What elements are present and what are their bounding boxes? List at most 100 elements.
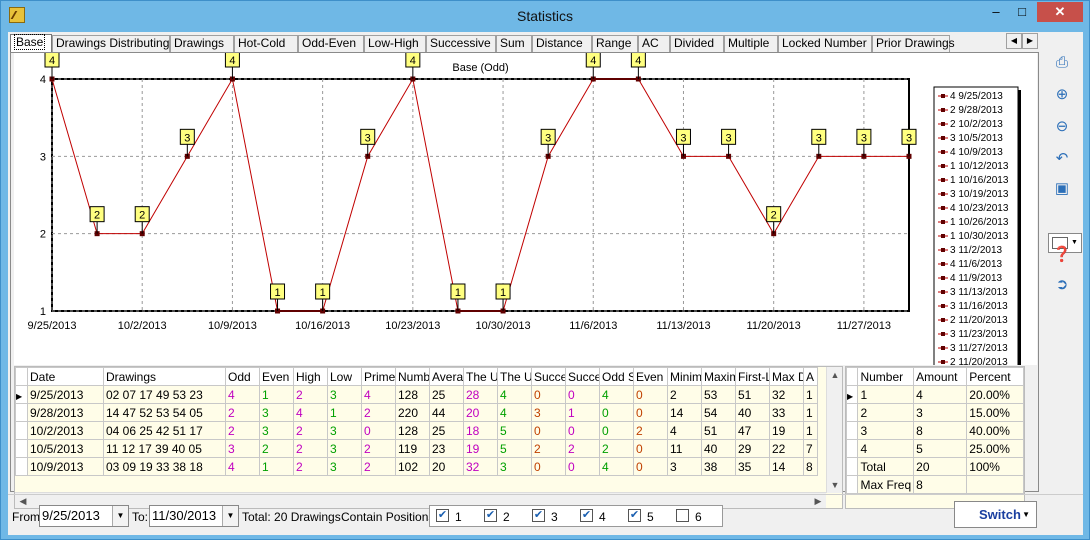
tab-sum[interactable]: Sum xyxy=(496,35,532,52)
column-header[interactable]: The U xyxy=(463,367,498,386)
title-bar[interactable]: Statistics – □ ✕ xyxy=(1,1,1089,31)
switch-button[interactable]: Switch ▼ xyxy=(954,501,1037,528)
zoom-out-icon[interactable]: ⊖ xyxy=(1055,118,1069,135)
column-header[interactable]: Maximum xyxy=(701,367,736,386)
tab-locked-number[interactable]: Locked Number xyxy=(778,35,872,52)
column-header[interactable]: High xyxy=(293,367,328,386)
column-header[interactable]: Odd xyxy=(225,367,260,386)
column-header[interactable]: Date xyxy=(27,367,104,386)
print-icon[interactable]: ⎙ xyxy=(1055,54,1068,71)
zoom-in-icon[interactable]: ⊕ xyxy=(1055,86,1069,103)
tab-drawings[interactable]: Drawings xyxy=(170,35,234,52)
tab-multiple[interactable]: Multiple xyxy=(724,35,778,52)
column-header[interactable]: Prime xyxy=(361,367,396,386)
table-row[interactable]: 9/28/2013 14 47 52 53 54 05 2 3 4 1 2 220 44 20 4 3… xyxy=(15,403,818,422)
tab-scroll-left-icon[interactable]: ◀ xyxy=(1006,33,1022,49)
column-header[interactable]: Percent xyxy=(966,367,1024,386)
tab-low-high[interactable]: Low-High xyxy=(364,35,426,52)
save-icon[interactable]: ▣ xyxy=(1054,180,1070,197)
color-select[interactable]: ▼ xyxy=(1048,233,1082,253)
table-cell: 53 xyxy=(701,385,736,404)
grid-vertical-scrollbar[interactable]: ▲ ▼ xyxy=(826,367,842,493)
column-header[interactable]: Average xyxy=(429,367,464,386)
tab-prior-drawings[interactable]: Prior Drawings xyxy=(872,35,955,52)
maximize-button[interactable]: □ xyxy=(1018,4,1026,19)
frequency-table[interactable]: NumberAmountPercent1420.00%2315.00%3840.… xyxy=(845,367,1024,494)
minimize-button[interactable]: – xyxy=(992,4,1000,19)
tab-successive[interactable]: Successive xyxy=(426,35,496,52)
column-header[interactable]: Number xyxy=(857,367,915,386)
row-selector[interactable] xyxy=(845,475,859,494)
row-selector[interactable] xyxy=(845,457,859,476)
grid-horizontal-scrollbar[interactable]: ◀ ▶ xyxy=(15,492,826,508)
position-checkbox-5[interactable]: ✔ xyxy=(628,509,641,522)
tab-scroll-right-icon[interactable]: ▶ xyxy=(1022,33,1038,49)
position-checkbox-1[interactable]: ✔ xyxy=(436,509,449,522)
column-header[interactable]: Even xyxy=(259,367,294,386)
undo-icon[interactable]: ↶ xyxy=(1055,150,1069,167)
table-row[interactable]: 10/2/2013 04 06 25 42 51 17 2 3 2 3 0 128 25 18 5 0… xyxy=(15,421,818,440)
to-date-combo[interactable]: 11/30/2013 ▼ xyxy=(149,505,239,527)
scroll-left-icon[interactable]: ◀ xyxy=(19,496,27,506)
position-checkbox-4[interactable]: ✔ xyxy=(580,509,593,522)
column-header[interactable]: Amount xyxy=(913,367,968,386)
table-row[interactable]: 10/5/2013 11 12 17 39 40 05 3 2 2 3 2 119 23 19 5 2… xyxy=(15,439,818,458)
scroll-right-icon[interactable]: ▶ xyxy=(814,496,822,506)
row-selector[interactable] xyxy=(15,439,28,458)
table-row[interactable]: 4 5 25.00% xyxy=(845,439,1024,458)
column-header[interactable]: Low xyxy=(327,367,362,386)
tab-range[interactable]: Range xyxy=(592,35,638,52)
row-selector[interactable] xyxy=(15,403,28,422)
column-header[interactable]: Even S xyxy=(633,367,668,386)
column-header[interactable]: Minimum xyxy=(667,367,702,386)
column-header[interactable]: First-La xyxy=(735,367,770,386)
column-header[interactable]: The U xyxy=(497,367,532,386)
table-row[interactable]: 10/9/2013 03 09 19 33 38 18 4 1 2 3 2 102 20 32 3 0… xyxy=(15,457,818,476)
tab-base[interactable]: Base xyxy=(10,34,52,53)
tab-distance[interactable]: Distance xyxy=(532,35,592,52)
scroll-down-icon[interactable]: ▼ xyxy=(830,480,840,490)
position-checkbox-6[interactable] xyxy=(676,509,689,522)
row-selector[interactable] xyxy=(15,421,28,440)
help-icon[interactable]: ❓ xyxy=(1052,246,1072,263)
tab-ac[interactable]: AC xyxy=(638,35,670,52)
row-selector[interactable] xyxy=(845,385,859,404)
drawings-grid[interactable]: DateDrawingsOddEvenHighLowPrimeNumberAve… xyxy=(14,366,843,509)
y-tick-label: 3 xyxy=(40,151,46,163)
table-row[interactable]: Total 20 100% xyxy=(845,457,1024,476)
table-row[interactable]: Max Freq 8 xyxy=(845,475,1024,494)
row-selector[interactable] xyxy=(845,403,859,422)
row-selector[interactable] xyxy=(15,385,28,404)
tab-drawings-distributing[interactable]: Drawings Distributing xyxy=(52,35,170,52)
position-checkbox-3[interactable]: ✔ xyxy=(532,509,545,522)
table-cell: 32 xyxy=(769,385,804,404)
row-selector[interactable] xyxy=(15,457,28,476)
frequency-grid[interactable]: NumberAmountPercent1420.00%2315.00%3840.… xyxy=(845,366,1025,509)
column-header[interactable]: A xyxy=(803,367,818,386)
tab-hot-cold[interactable]: Hot-Cold xyxy=(234,35,298,52)
column-header[interactable]: Successive xyxy=(531,367,566,386)
chevron-down-icon[interactable]: ▼ xyxy=(112,506,128,526)
close-button[interactable]: ✕ xyxy=(1037,2,1083,22)
column-header[interactable]: Odd S xyxy=(599,367,634,386)
exit-icon[interactable]: ➲ xyxy=(1055,276,1069,293)
from-date-combo[interactable]: 9/25/2013 ▼ xyxy=(39,505,129,527)
legend-entry: 4 9/25/2013 xyxy=(950,91,1003,102)
column-header[interactable]: Max D xyxy=(769,367,804,386)
position-checkbox-2[interactable]: ✔ xyxy=(484,509,497,522)
table-row[interactable]: 3 8 40.00% xyxy=(845,421,1024,440)
column-header[interactable]: Number xyxy=(395,367,430,386)
scroll-up-icon[interactable]: ▲ xyxy=(830,370,840,380)
column-header[interactable]: Drawings xyxy=(103,367,226,386)
table-row[interactable]: 2 3 15.00% xyxy=(845,403,1024,422)
drawings-table[interactable]: DateDrawingsOddEvenHighLowPrimeNumberAve… xyxy=(15,367,818,476)
row-selector[interactable] xyxy=(845,439,859,458)
row-selector[interactable] xyxy=(845,421,859,440)
chevron-down-icon[interactable]: ▼ xyxy=(222,506,238,526)
tab-divided[interactable]: Divided xyxy=(670,35,724,52)
to-label: To: xyxy=(132,510,149,524)
column-header[interactable]: Successive xyxy=(565,367,600,386)
tab-odd-even[interactable]: Odd-Even xyxy=(298,35,364,52)
